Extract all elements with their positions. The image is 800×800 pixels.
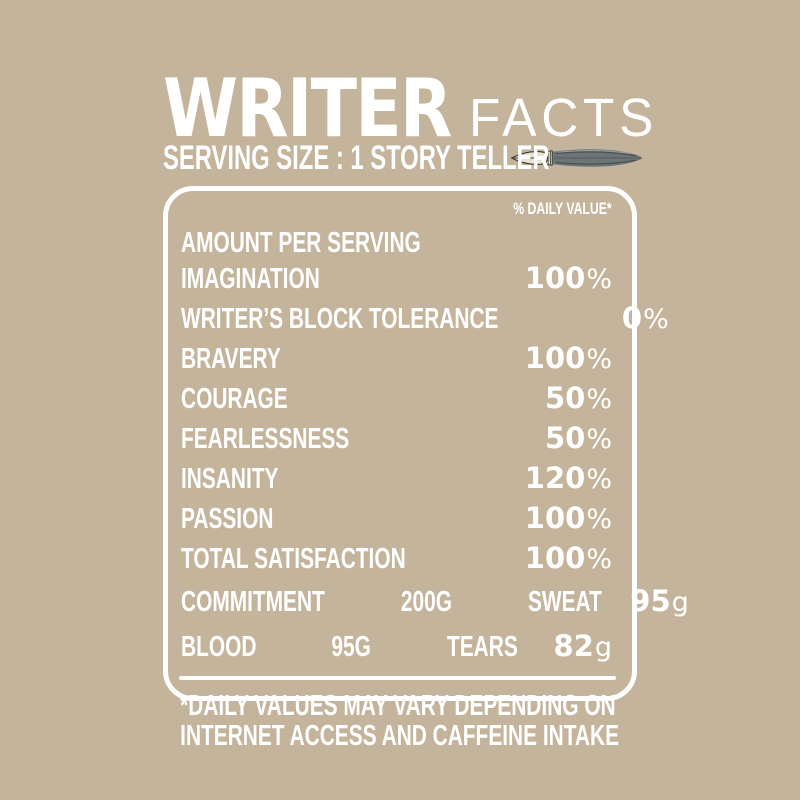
serving-size-text: SERVING SIZE : 1 STORY TELLER xyxy=(163,139,550,177)
fact-label: IMAGINATION xyxy=(181,263,320,295)
fact-label: PASSION xyxy=(181,503,274,535)
footnote: *DAILY VALUES MAY VARY DEPENDING ON INTE… xyxy=(96,691,697,751)
gram-right-label: SWEAT xyxy=(527,586,602,618)
fact-value: 120% xyxy=(525,463,612,499)
fact-value: 100% xyxy=(525,503,612,539)
gram-right-value: 82g xyxy=(554,631,613,667)
fact-value: 100% xyxy=(525,543,612,579)
gram-right-value-number: 82 xyxy=(553,629,594,663)
fact-row-fearlessness: FEARLESSNESS 50% xyxy=(181,423,612,459)
footnote-line-2: INTERNET ACCESS AND CAFFEINE INTAKE xyxy=(180,720,620,752)
fact-value-unit: % xyxy=(586,504,612,535)
gram-left-value-wrap: 95G xyxy=(301,632,371,662)
title-primary: WRITER xyxy=(163,62,452,155)
fact-value: 100% xyxy=(525,343,612,379)
fact-value-unit: % xyxy=(586,464,612,495)
gram-rows: COMMITMENT 200G SWEAT 95g BLOOD 95G TEAR… xyxy=(181,586,689,667)
divider-line xyxy=(179,676,616,680)
fact-label: COURAGE xyxy=(181,383,288,415)
fact-value-number: 50 xyxy=(544,381,586,415)
footnote-line-1: *DAILY VALUES MAY VARY DEPENDING ON xyxy=(180,690,616,722)
fact-value: 100% xyxy=(525,263,612,299)
gram-left-value: 95G xyxy=(331,631,371,663)
fact-value-unit: % xyxy=(586,344,612,375)
gram-row-commitment-sweat: COMMITMENT 200G SWEAT 95g xyxy=(181,586,689,622)
fact-label: WRITER’S BLOCK TOLERANCE xyxy=(181,303,499,335)
gram-left-label-wrap: BLOOD xyxy=(181,632,301,662)
fact-label: BRAVERY xyxy=(181,343,281,375)
daily-value-header: % DAILY VALUE* xyxy=(181,200,612,217)
fact-value: 50% xyxy=(545,383,612,419)
facts-panel: % DAILY VALUE* AMOUNT PER SERVING IMAGIN… xyxy=(163,186,689,751)
gram-left-label-wrap: COMMITMENT xyxy=(181,587,381,617)
fact-rows: IMAGINATION 100% WRITER’S BLOCK TOLERANC… xyxy=(181,263,669,579)
gram-right-value: 95g xyxy=(630,586,689,622)
page-title: WRITER FACTS xyxy=(163,69,668,158)
amount-per-serving: AMOUNT PER SERVING xyxy=(181,228,612,258)
serving-size-line: SERVING SIZE : 1 STORY TELLER xyxy=(163,139,643,177)
fact-value-unit: % xyxy=(586,424,612,455)
fact-value-number: 100 xyxy=(524,541,586,575)
daily-value-header-text: % DAILY VALUE* xyxy=(513,199,612,218)
fact-row-bravery: BRAVERY 100% xyxy=(181,343,612,379)
fact-value-unit: % xyxy=(586,544,612,575)
fountain-pen-icon xyxy=(510,149,643,167)
gram-left-label: COMMITMENT xyxy=(181,586,325,618)
fact-label: TOTAL SATISFACTION xyxy=(181,543,406,575)
title-secondary: FACTS xyxy=(469,88,659,148)
gram-left-value-wrap: 200G xyxy=(381,587,452,617)
fact-label: INSANITY xyxy=(181,463,279,495)
fact-value-unit: % xyxy=(586,384,612,415)
fact-value-number: 0 xyxy=(621,301,643,335)
fact-row-imagination: IMAGINATION 100% xyxy=(181,263,612,299)
fact-row-total-satisfaction: TOTAL SATISFACTION 100% xyxy=(181,543,612,579)
gram-right-label: TEARS xyxy=(447,631,518,663)
fact-value-unit: % xyxy=(643,304,669,335)
fact-value-number: 100 xyxy=(524,341,586,375)
gram-left-value: 200G xyxy=(400,586,452,618)
fact-value-number: 120 xyxy=(524,461,586,495)
fact-value: 50% xyxy=(545,423,612,459)
fact-value-number: 100 xyxy=(524,261,586,295)
fact-value-unit: % xyxy=(586,264,612,295)
gram-right-label-wrap: TEARS xyxy=(447,632,545,662)
gram-left-label: BLOOD xyxy=(181,631,257,663)
fact-value: 0% xyxy=(622,303,669,339)
fact-value-number: 50 xyxy=(544,421,586,455)
fact-row-writers-block-tolerance: WRITER’S BLOCK TOLERANCE 0% xyxy=(181,303,669,339)
fact-row-insanity: INSANITY 120% xyxy=(181,463,612,499)
amount-per-serving-text: AMOUNT PER SERVING xyxy=(181,227,421,259)
fact-value-number: 100 xyxy=(524,501,586,535)
fact-label: FEARLESSNESS xyxy=(181,423,350,455)
gram-right-value-number: 95 xyxy=(630,584,671,618)
gram-row-blood-tears: BLOOD 95G TEARS 82g xyxy=(181,631,612,667)
gram-right-value-unit: g xyxy=(671,587,689,618)
fact-row-passion: PASSION 100% xyxy=(181,503,612,539)
fact-row-courage: COURAGE 50% xyxy=(181,383,612,419)
gram-right-value-unit: g xyxy=(594,632,612,663)
gram-right-label-wrap: SWEAT xyxy=(528,587,631,617)
